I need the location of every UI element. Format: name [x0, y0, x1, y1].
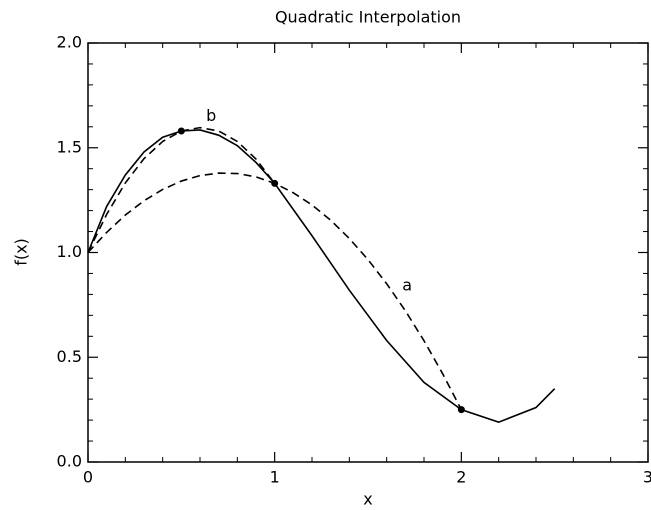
- y-tick-label: 2.0: [57, 33, 82, 52]
- y-axis-label: f(x): [12, 238, 31, 266]
- data-point: [457, 406, 465, 414]
- x-tick-label: 0: [83, 468, 93, 487]
- data-point: [271, 179, 279, 187]
- data-point: [177, 127, 185, 135]
- plot-frame: [87, 42, 649, 463]
- y-tick-label: 1.5: [57, 137, 82, 156]
- x-tick-label: 3: [643, 468, 651, 487]
- y-tick-label: 0.0: [57, 452, 82, 471]
- curve: [87, 129, 556, 424]
- y-tick-label: 1.0: [57, 242, 82, 261]
- annotation: a: [402, 276, 412, 295]
- chart-title: Quadratic Interpolation: [275, 8, 461, 27]
- annotation: b: [206, 106, 216, 125]
- x-tick-label: 2: [456, 468, 466, 487]
- x-axis-label: x: [363, 490, 372, 509]
- y-tick-label: 0.5: [57, 347, 82, 366]
- x-tick-label: 1: [270, 468, 280, 487]
